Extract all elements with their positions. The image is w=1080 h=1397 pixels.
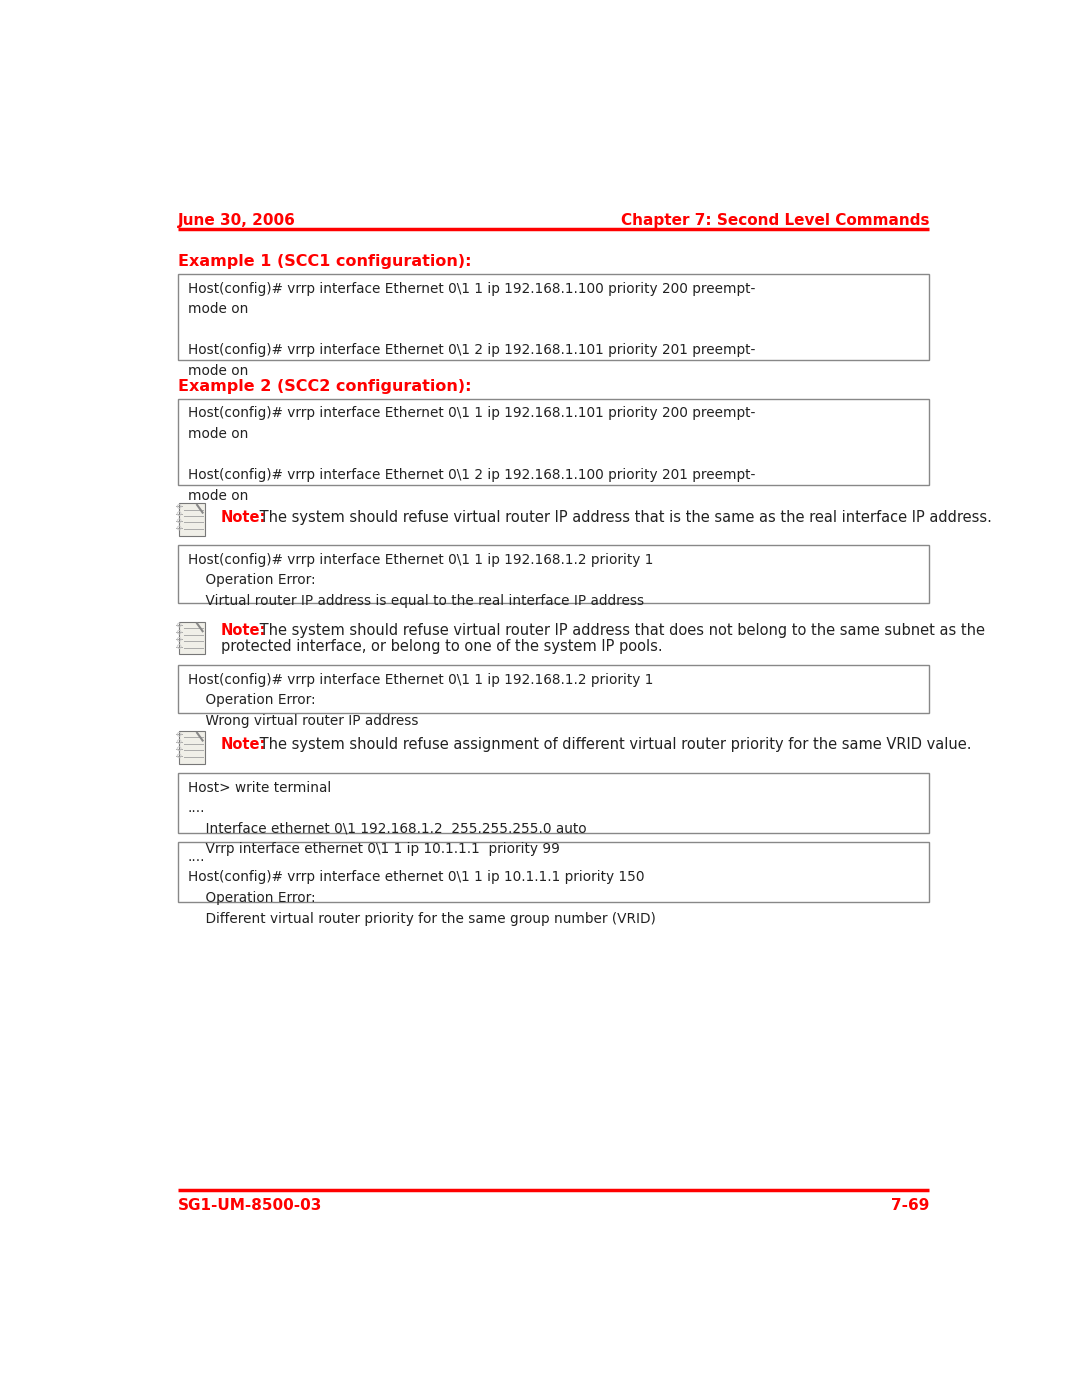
- Text: The system should refuse virtual router IP address that does not belong to the s: The system should refuse virtual router …: [255, 623, 985, 638]
- Text: Host> write terminal
....
    Interface ethernet 0\1 192.168.1.2  255.255.255.0 : Host> write terminal .... Interface ethe…: [188, 781, 586, 856]
- FancyBboxPatch shape: [177, 545, 930, 604]
- Text: Host(config)# vrrp interface Ethernet 0\1 1 ip 192.168.1.100 priority 200 preemp: Host(config)# vrrp interface Ethernet 0\…: [188, 282, 755, 379]
- Text: The system should refuse assignment of different virtual router priority for the: The system should refuse assignment of d…: [255, 738, 972, 753]
- FancyBboxPatch shape: [179, 622, 204, 654]
- Text: Note:: Note:: [221, 623, 267, 638]
- FancyBboxPatch shape: [177, 773, 930, 833]
- Text: Host(config)# vrrp interface Ethernet 0\1 1 ip 192.168.1.2 priority 1
    Operat: Host(config)# vrrp interface Ethernet 0\…: [188, 673, 653, 728]
- Text: Chapter 7: Second Level Commands: Chapter 7: Second Level Commands: [621, 212, 930, 228]
- Text: Host(config)# vrrp interface Ethernet 0\1 1 ip 192.168.1.101 priority 200 preemp: Host(config)# vrrp interface Ethernet 0\…: [188, 407, 755, 503]
- FancyBboxPatch shape: [177, 398, 930, 485]
- FancyBboxPatch shape: [177, 842, 930, 902]
- Text: Note:: Note:: [221, 738, 267, 753]
- Text: Note:: Note:: [221, 510, 267, 524]
- Text: SG1-UM-8500-03: SG1-UM-8500-03: [177, 1199, 322, 1213]
- Text: Example 1 (SCC1 configuration):: Example 1 (SCC1 configuration):: [177, 254, 471, 270]
- Text: ....
Host(config)# vrrp interface ethernet 0\1 1 ip 10.1.1.1 priority 150
    Op: .... Host(config)# vrrp interface ethern…: [188, 849, 656, 926]
- FancyBboxPatch shape: [177, 665, 930, 712]
- FancyBboxPatch shape: [177, 274, 930, 360]
- Text: June 30, 2006: June 30, 2006: [177, 212, 296, 228]
- Text: 7-69: 7-69: [891, 1199, 930, 1213]
- FancyBboxPatch shape: [179, 731, 204, 764]
- Text: Host(config)# vrrp interface Ethernet 0\1 1 ip 192.168.1.2 priority 1
    Operat: Host(config)# vrrp interface Ethernet 0\…: [188, 553, 653, 608]
- FancyBboxPatch shape: [179, 503, 204, 535]
- Text: Example 2 (SCC2 configuration):: Example 2 (SCC2 configuration):: [177, 379, 471, 394]
- Text: The system should refuse virtual router IP address that is the same as the real : The system should refuse virtual router …: [255, 510, 993, 524]
- Text: protected interface, or belong to one of the system IP pools.: protected interface, or belong to one of…: [221, 638, 663, 654]
